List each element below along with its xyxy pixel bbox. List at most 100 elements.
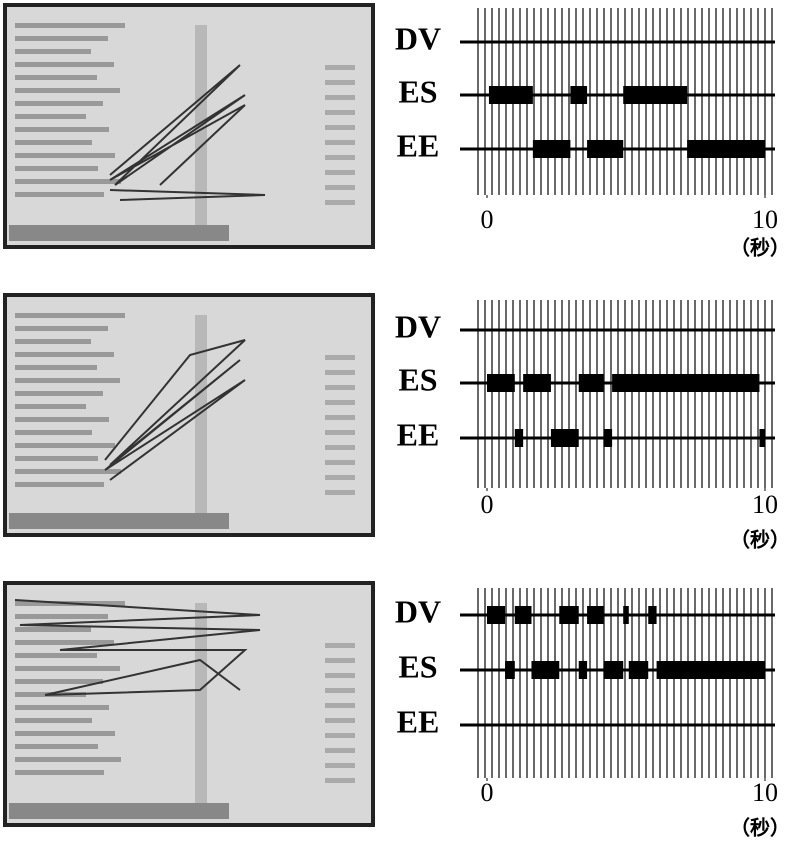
- text-block: [15, 391, 103, 396]
- text-block: [325, 370, 355, 375]
- text-block: [15, 627, 91, 632]
- x-tick-label: 0: [481, 205, 494, 234]
- text-block: [15, 744, 98, 749]
- segment: [657, 661, 765, 679]
- segment: [579, 661, 587, 679]
- side-column: [195, 603, 207, 805]
- text-block: [15, 114, 86, 119]
- row-label: EE: [397, 127, 440, 163]
- row-label: EE: [397, 416, 440, 452]
- text-block: [15, 166, 98, 171]
- segment: [604, 429, 612, 447]
- text-block: [325, 200, 355, 205]
- x-axis-label: （秒）: [730, 528, 790, 552]
- text-block: [15, 430, 92, 435]
- row-label: DV: [395, 20, 441, 56]
- text-block: [15, 482, 104, 487]
- text-block: [15, 153, 115, 158]
- text-block: [15, 614, 108, 619]
- text-block: [325, 733, 355, 738]
- text-block: [15, 718, 92, 723]
- text-block: [15, 23, 125, 28]
- text-block: [15, 456, 98, 461]
- segment: [604, 661, 623, 679]
- text-block: [15, 770, 104, 775]
- text-block: [15, 666, 120, 671]
- text-block: [325, 460, 355, 465]
- text-block: [325, 80, 355, 85]
- text-block: [15, 127, 109, 132]
- segment: [587, 140, 623, 158]
- text-block: [325, 748, 355, 753]
- text-block: [15, 326, 108, 331]
- text-block: [15, 101, 103, 106]
- x-tick-label: 0: [481, 490, 494, 519]
- segment: [515, 429, 523, 447]
- text-block: [15, 36, 108, 41]
- text-block: [325, 658, 355, 663]
- text-block: [325, 763, 355, 768]
- segment: [579, 374, 604, 392]
- text-block: [325, 155, 355, 160]
- text-block: [15, 140, 92, 145]
- segment: [759, 429, 765, 447]
- text-block: [325, 125, 355, 130]
- segment: [487, 606, 505, 624]
- row-label: ES: [398, 648, 437, 684]
- text-block: [15, 179, 121, 184]
- segment: [570, 86, 587, 104]
- segment: [487, 374, 515, 392]
- text-block: [325, 643, 355, 648]
- text-block: [325, 778, 355, 783]
- x-tick-label: 10: [752, 490, 778, 519]
- text-block: [15, 313, 125, 318]
- x-tick-label: 0: [481, 778, 494, 807]
- text-block: [325, 673, 355, 678]
- x-tick-label: 10: [752, 205, 778, 234]
- text-block: [15, 640, 114, 645]
- row-label: DV: [395, 593, 441, 629]
- segment: [533, 140, 571, 158]
- text-block: [15, 88, 120, 93]
- segment: [531, 661, 559, 679]
- figure: DVESEE010（秒）DVESEE010（秒）DVESEE010（秒）: [0, 0, 791, 844]
- text-block: [15, 757, 121, 762]
- text-block: [15, 404, 86, 409]
- segment: [559, 606, 578, 624]
- text-block: [15, 417, 109, 422]
- segment: [648, 606, 656, 624]
- text-block: [325, 475, 355, 480]
- text-block: [325, 415, 355, 420]
- segment: [515, 606, 532, 624]
- text-block: [15, 443, 115, 448]
- caption-bar: [9, 225, 229, 241]
- text-block: [15, 75, 97, 80]
- text-block: [325, 185, 355, 190]
- segment: [687, 140, 765, 158]
- text-block: [15, 339, 91, 344]
- text-block: [325, 400, 355, 405]
- row-label: EE: [397, 703, 440, 739]
- text-block: [325, 385, 355, 390]
- text-block: [15, 352, 114, 357]
- text-block: [325, 170, 355, 175]
- segment: [523, 374, 551, 392]
- segment: [587, 606, 604, 624]
- caption-bar: [9, 803, 229, 819]
- text-block: [15, 653, 97, 658]
- row-label: ES: [398, 73, 437, 109]
- text-block: [15, 49, 91, 54]
- text-block: [325, 490, 355, 495]
- x-axis-label: （秒）: [730, 816, 790, 840]
- text-block: [15, 378, 120, 383]
- text-block: [15, 731, 115, 736]
- text-block: [325, 140, 355, 145]
- segment: [489, 86, 533, 104]
- text-block: [325, 718, 355, 723]
- segment: [551, 429, 579, 447]
- x-axis-label: （秒）: [730, 236, 790, 260]
- text-block: [325, 65, 355, 70]
- text-block: [15, 62, 114, 67]
- text-block: [325, 355, 355, 360]
- screenshot-thumbnail: [5, 583, 373, 825]
